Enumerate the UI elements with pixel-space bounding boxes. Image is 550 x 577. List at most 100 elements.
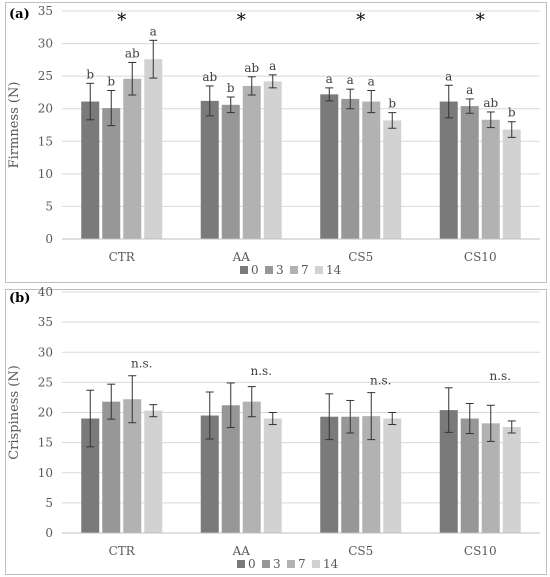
bar [341,416,360,533]
panel-label: (a) [9,7,30,22]
x-category-label: CTR [109,544,136,558]
group-significance-marker: * [237,10,246,31]
bar [102,401,121,533]
bar [200,415,219,533]
bar [263,81,282,240]
bar [221,104,240,239]
y-tick-label: 5 [45,199,53,213]
bar [81,418,100,533]
significance-letter: b [388,97,396,111]
significance-letter: a [445,69,452,83]
group-significance-marker: n.s. [131,357,153,371]
y-axis-label: Crispiness (N) [7,365,22,460]
group-significance-marker: * [356,10,365,31]
bar [460,418,479,533]
bar [502,129,521,239]
bar [362,416,381,533]
bar [362,101,381,239]
y-tick-label: 25 [38,375,53,389]
bar [383,418,402,533]
significance-letter: ab [244,61,259,75]
x-category-label: CS10 [464,544,497,558]
bar [200,100,219,239]
y-tick-label: 40 [38,287,53,299]
significance-letter: a [347,73,354,87]
legend-label: 3 [273,557,281,571]
legend-swatch [237,560,245,568]
significance-letter: b [86,67,94,81]
bar [123,78,142,240]
group-significance-marker: n.s. [370,374,392,388]
legend-swatch [240,266,248,274]
group-significance-marker: n.s. [250,364,272,378]
x-category-label: CTR [109,250,136,264]
bar [144,410,163,533]
y-tick-label: 0 [45,526,53,540]
significance-letter: ab [202,70,217,84]
y-tick-label: 25 [38,69,53,83]
y-tick-label: 10 [38,167,53,181]
legend-label: 3 [276,263,284,277]
significance-letter: a [466,83,473,97]
y-tick-label: 5 [45,496,53,510]
bar [341,98,360,239]
group-significance-marker: * [117,10,126,31]
bar [144,59,163,239]
bar [439,410,458,533]
bar [439,101,458,239]
bar [460,106,479,239]
y-tick-label: 35 [38,315,53,329]
bar [242,401,261,533]
y-axis-label: Firmness (N) [7,82,22,169]
y-tick-label: 35 [38,4,53,18]
bar [481,423,500,533]
legend-swatch [315,266,323,274]
significance-letter: b [227,81,235,95]
bar [383,120,402,239]
x-category-label: AA [232,250,251,264]
group-significance-marker: * [476,10,485,31]
y-tick-label: 15 [38,436,53,450]
significance-letter: ab [483,96,498,110]
significance-letter: b [107,74,115,88]
y-tick-label: 30 [38,345,53,359]
legend-swatch [312,560,320,568]
legend-swatch [287,560,295,568]
significance-letter: a [269,59,276,73]
x-category-label: CS5 [348,250,373,264]
y-tick-label: 20 [38,406,53,420]
legend-label: 0 [248,557,256,571]
y-tick-label: 20 [38,102,53,116]
panel-frame [5,2,547,283]
bar [102,108,121,239]
crispiness-chart-panel: 0 5 10 15 20 25 30 35 40 Crispiness (N) (b) n.s. CTR… [0,287,550,577]
y-tick-label: 0 [45,232,53,246]
y-tick-label: 10 [38,466,53,480]
legend-label: 0 [251,263,259,277]
legend-swatch [265,266,273,274]
bar [481,119,500,239]
bar [242,85,261,240]
significance-letter: ab [125,46,140,60]
panel-frame [5,289,547,575]
panel-label: (b) [9,291,30,306]
legend-label: 14 [326,263,342,277]
legend-swatch [262,560,270,568]
significance-letter: a [368,74,375,88]
legend-swatch [290,266,298,274]
x-category-label: CS5 [348,544,373,558]
legend-label: 7 [301,263,309,277]
bar [263,418,282,533]
y-tick-label: 30 [38,37,53,51]
significance-letter: b [508,106,516,120]
bar [320,94,339,239]
legend-label: 14 [323,557,339,571]
group-significance-marker: n.s. [489,369,511,383]
bar [502,426,521,533]
bar [221,405,240,533]
significance-letter: a [150,24,157,38]
x-category-label: CS10 [464,250,497,264]
y-tick-label: 15 [38,134,53,148]
